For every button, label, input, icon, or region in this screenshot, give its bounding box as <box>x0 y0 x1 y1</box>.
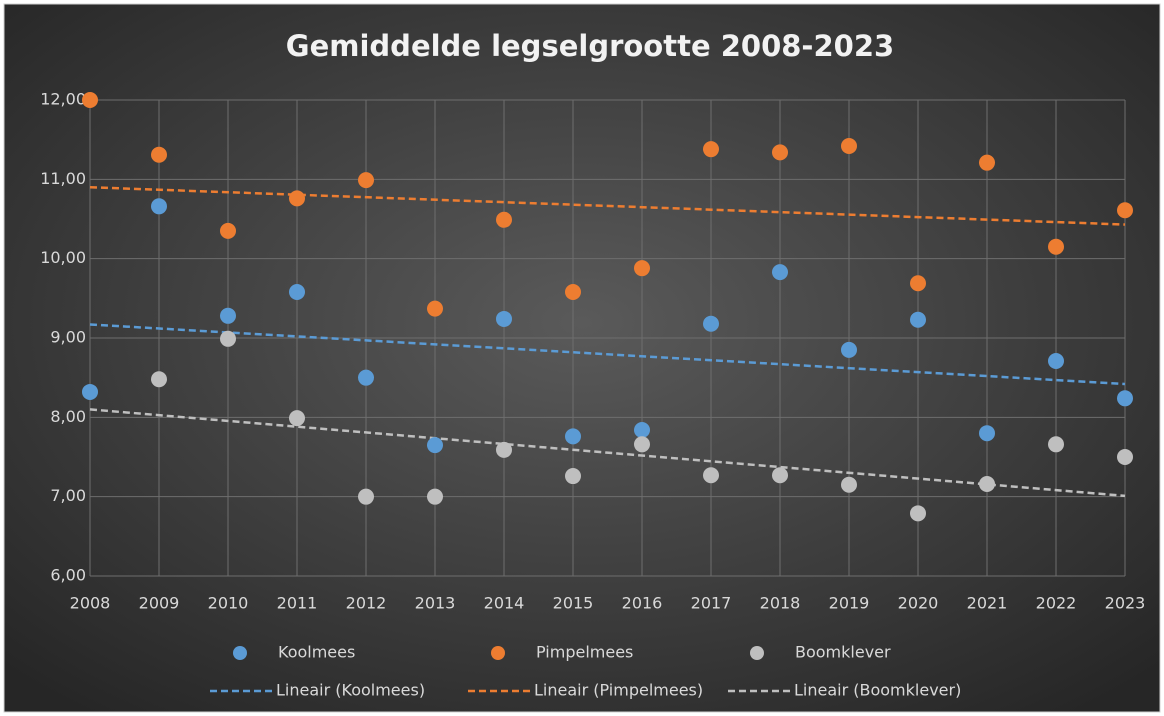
x-tick-label: 2019 <box>829 594 870 613</box>
y-tick-label: 10,00 <box>40 248 86 267</box>
scatter-point <box>910 505 926 522</box>
x-tick-label: 2015 <box>553 594 594 613</box>
x-tick-label: 2020 <box>898 594 939 613</box>
scatter-point <box>772 467 788 484</box>
scatter-point <box>634 436 650 453</box>
x-tick-label: 2017 <box>691 594 732 613</box>
x-tick-label: 2013 <box>415 594 456 613</box>
y-tick-label: 6,00 <box>50 566 86 585</box>
scatter-point <box>151 371 167 388</box>
x-tick-label: 2012 <box>346 594 387 613</box>
scatter-point <box>496 441 512 458</box>
scatter-point <box>1048 353 1064 370</box>
scatter-point <box>427 437 443 454</box>
scatter-point <box>910 311 926 328</box>
scatter-point <box>1117 390 1133 407</box>
scatter-point <box>634 260 650 277</box>
scatter-point <box>427 300 443 317</box>
x-tick-label: 2022 <box>1036 594 1077 613</box>
x-tick-label: 2011 <box>277 594 318 613</box>
x-tick-label: 2009 <box>139 594 180 613</box>
scatter-point <box>151 198 167 215</box>
scatter-point <box>772 144 788 161</box>
scatter-point <box>841 138 857 155</box>
scatter-point <box>289 283 305 300</box>
scatter-point <box>496 310 512 327</box>
scatter-point <box>220 307 236 324</box>
scatter-point <box>703 141 719 158</box>
chart-title: Gemiddelde legselgrootte 2008-2023 <box>286 29 894 63</box>
legend-label: Koolmees <box>278 643 355 662</box>
scatter-point <box>772 264 788 281</box>
scatter-point <box>1117 202 1133 219</box>
scatter-point <box>358 488 374 505</box>
scatter-point <box>979 425 995 442</box>
scatter-point <box>565 468 581 485</box>
legend-label: Boomklever <box>795 643 891 662</box>
x-tick-label: 2018 <box>760 594 801 613</box>
scatter-point <box>220 222 236 239</box>
scatter-point <box>979 475 995 492</box>
scatter-point <box>979 154 995 171</box>
chart-background <box>3 3 1161 713</box>
y-tick-label: 11,00 <box>40 169 86 188</box>
scatter-point <box>82 92 98 108</box>
legend-label: Lineair (Boomklever) <box>794 681 961 700</box>
trendline <box>89 408 1126 498</box>
scatter-point <box>565 428 581 445</box>
x-tick-label: 2010 <box>208 594 249 613</box>
legend-marker <box>750 646 764 660</box>
scatter-point <box>1117 449 1133 465</box>
trendline <box>89 186 1126 226</box>
y-tick-label: 9,00 <box>50 328 86 347</box>
y-tick-label: 7,00 <box>50 486 86 505</box>
scatter-point <box>358 369 374 386</box>
y-tick-label: 12,00 <box>40 90 86 109</box>
scatter-point <box>703 467 719 484</box>
x-tick-label: 2016 <box>622 594 663 613</box>
x-tick-label: 2023 <box>1105 594 1146 613</box>
scatter-point <box>289 410 305 427</box>
scatter-point <box>565 283 581 300</box>
scatter-point <box>427 488 443 505</box>
scatter-point <box>703 315 719 332</box>
scatter-point <box>289 190 305 207</box>
legend-label: Lineair (Koolmees) <box>276 681 425 700</box>
scatter-point <box>1048 238 1064 255</box>
x-tick-label: 2014 <box>484 594 525 613</box>
scatter-point <box>151 146 167 163</box>
scatter-point <box>634 422 650 439</box>
scatter-point <box>82 383 98 400</box>
scatter-point <box>220 330 236 347</box>
x-tick-label: 2008 <box>70 594 111 613</box>
legend-marker <box>491 646 505 660</box>
x-tick-label: 2021 <box>967 594 1008 613</box>
legend-label: Lineair (Pimpelmees) <box>534 681 703 700</box>
legend-marker <box>233 646 247 660</box>
scatter-point <box>358 172 374 189</box>
y-tick-label: 8,00 <box>50 407 86 426</box>
scatter-point <box>841 476 857 493</box>
scatter-point <box>1048 436 1064 453</box>
legend-label: Pimpelmees <box>536 643 633 662</box>
trendline <box>89 323 1126 386</box>
scatter-point <box>910 275 926 292</box>
scatter-point <box>496 211 512 228</box>
scatter-point <box>841 341 857 358</box>
